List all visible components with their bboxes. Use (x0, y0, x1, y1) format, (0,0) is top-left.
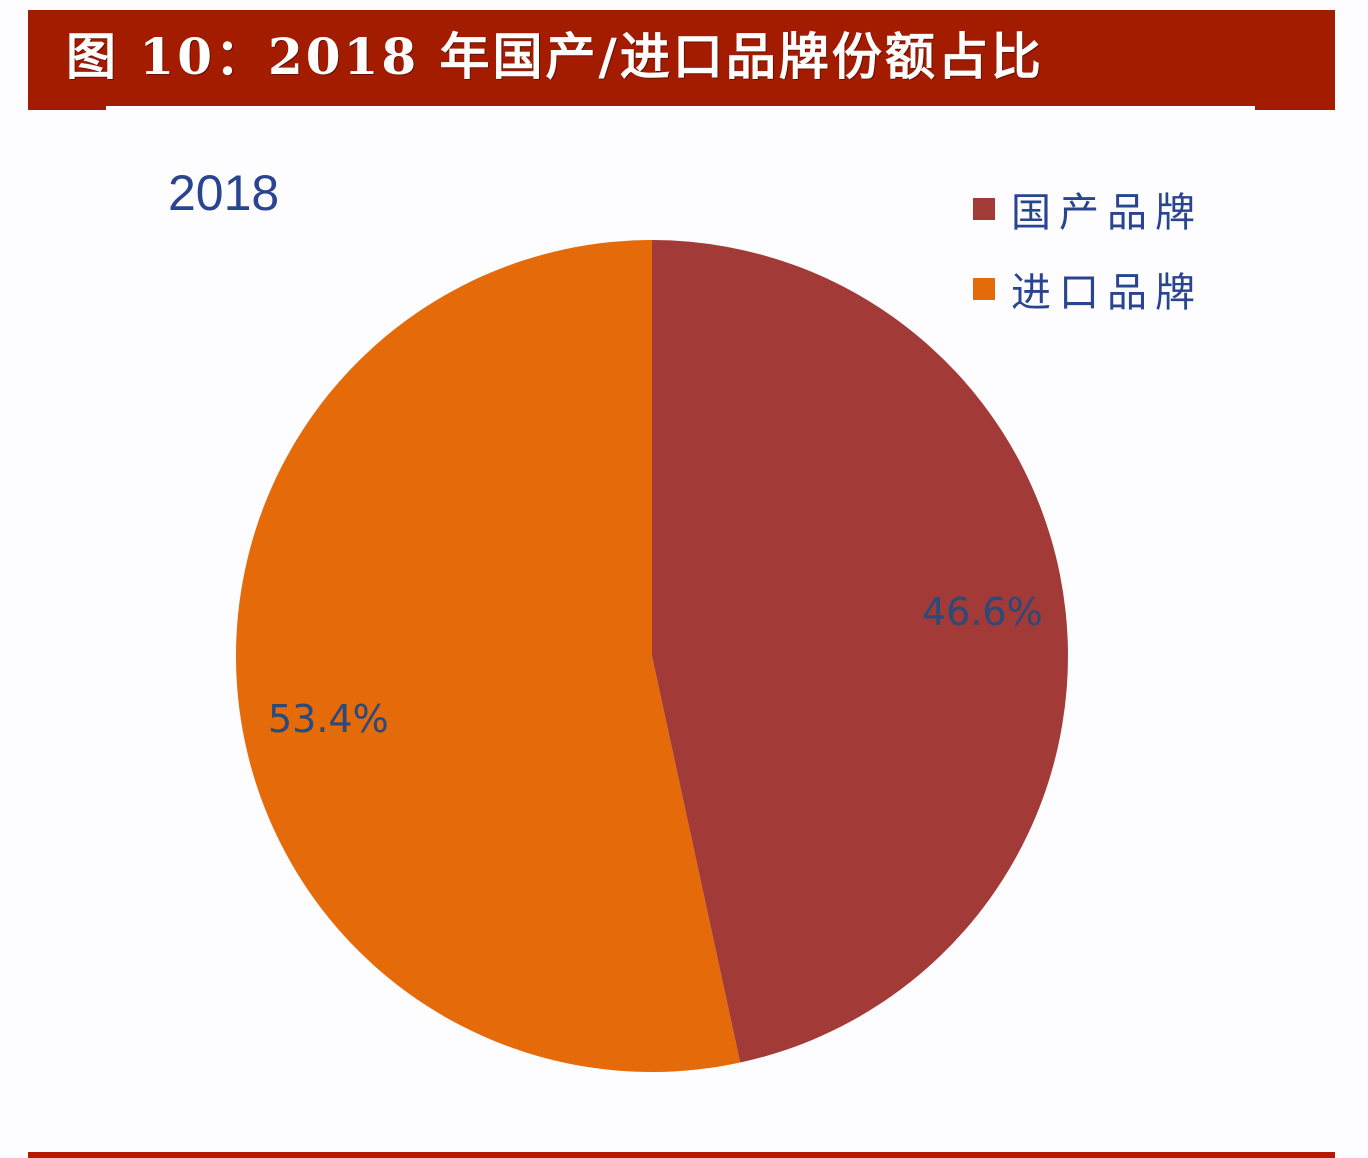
legend-swatch-imported (973, 278, 995, 300)
pie-slice-domestic[interactable] (652, 240, 1068, 1063)
pie-slice-imported[interactable] (235, 240, 741, 1072)
banner-tab-right (1255, 100, 1335, 110)
title-banner (28, 10, 1335, 106)
legend-swatch-domestic (973, 198, 995, 220)
slice-label-imported: 53.4% (268, 697, 389, 741)
banner-tab-left (28, 100, 106, 110)
legend-item-domestic: 国产品牌 (973, 184, 1203, 236)
bottom-divider (28, 1152, 1335, 1158)
legend-item-imported: 进口品牌 (973, 264, 1203, 316)
figure-title: 图 10：2018 年国产/进口品牌份额占比 (66, 27, 1044, 86)
chart-year-label: 2018 (168, 165, 280, 221)
slice-label-domestic: 46.6% (922, 590, 1043, 634)
legend-label-imported: 进口品牌 (1011, 270, 1203, 316)
legend-label-domestic: 国产品牌 (1011, 190, 1203, 236)
chart-legend: 国产品牌 进口品牌 (973, 184, 1203, 344)
